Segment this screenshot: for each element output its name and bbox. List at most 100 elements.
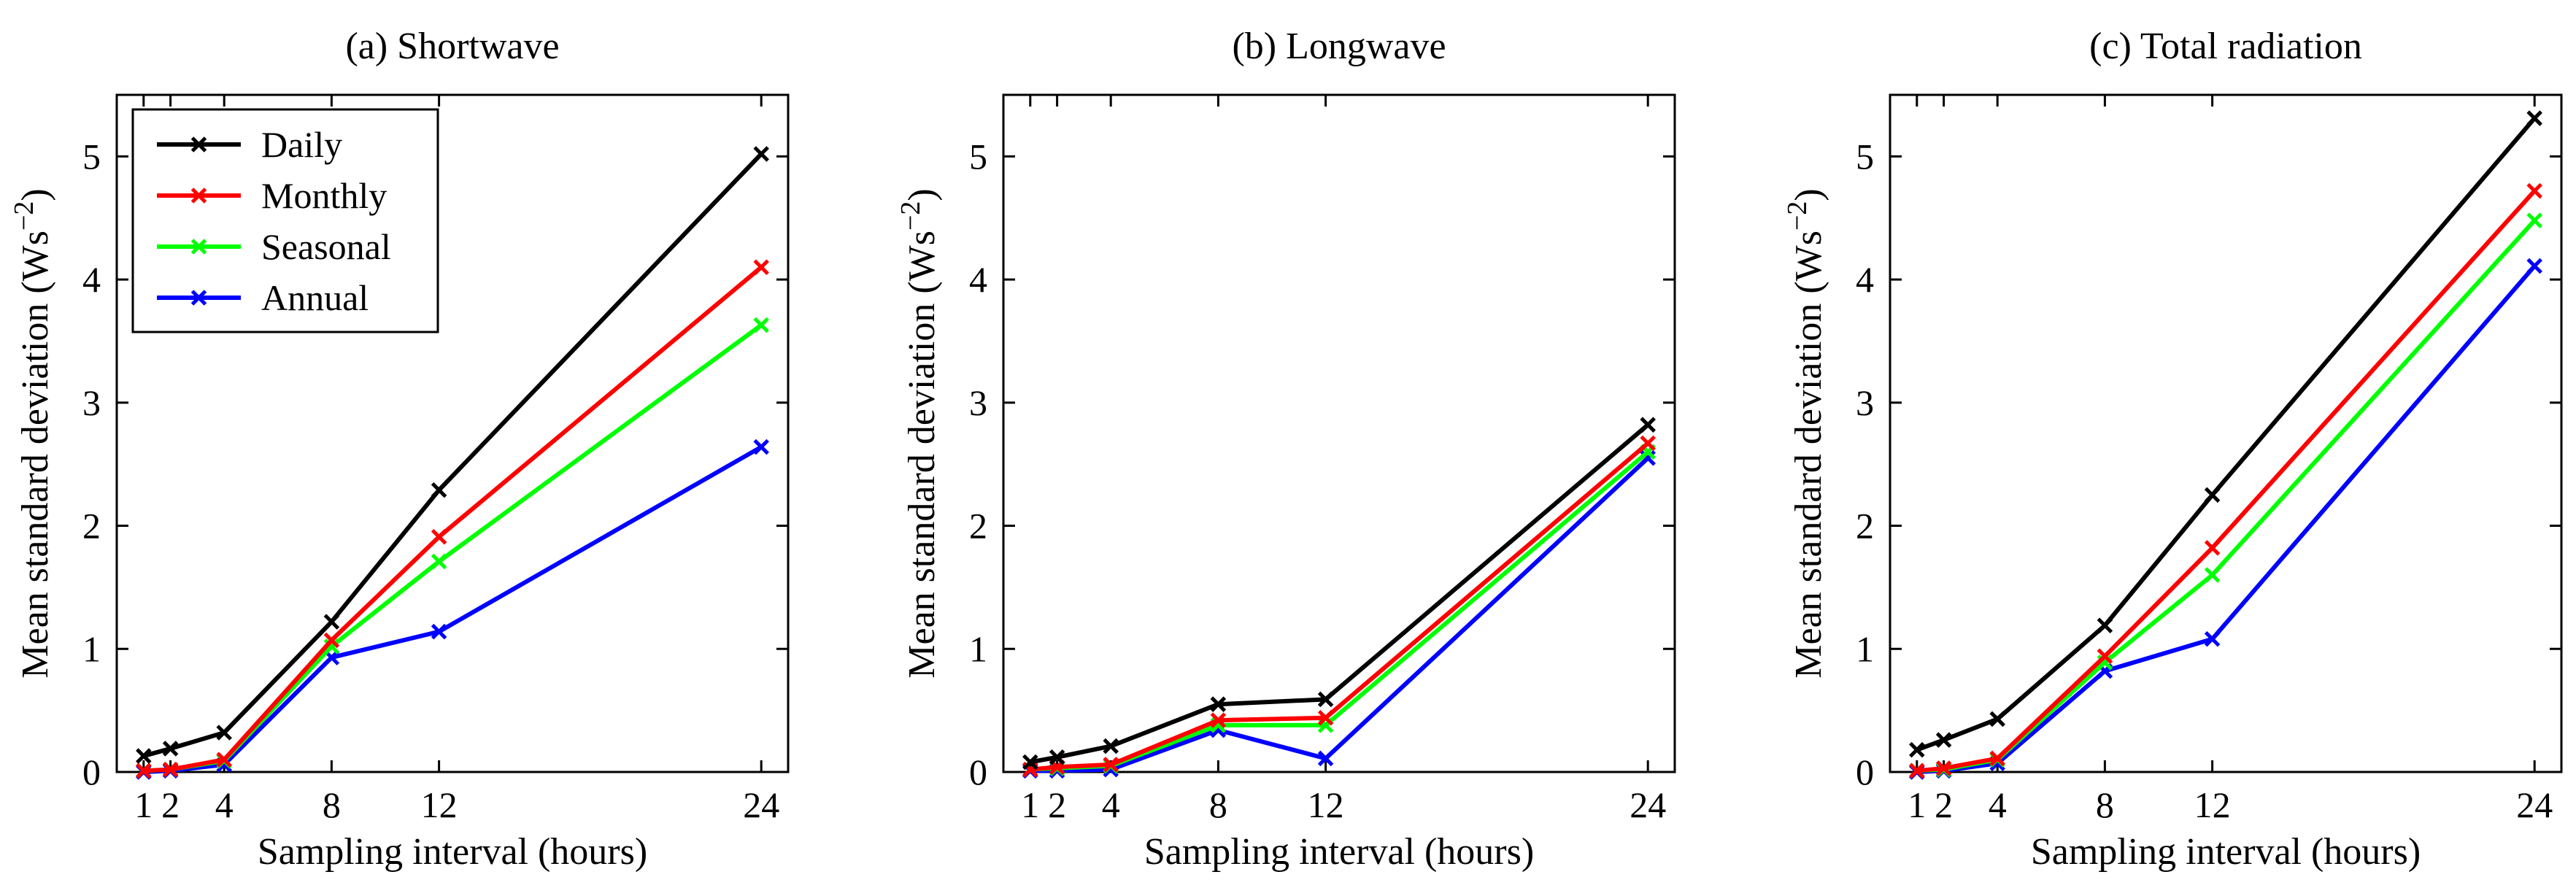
legend-label: Monthly bbox=[261, 175, 387, 216]
data-point-monthly bbox=[1989, 750, 2005, 767]
data-point-daily bbox=[162, 741, 179, 757]
y-tick-label: 5 bbox=[969, 136, 987, 177]
data-point-daily bbox=[2097, 617, 2113, 633]
data-point-daily bbox=[1210, 696, 1227, 712]
data-point-seasonal bbox=[2526, 212, 2542, 228]
y-axis-label-exponent: −2 bbox=[1782, 201, 1813, 231]
data-point-daily bbox=[1103, 738, 1119, 754]
x-tick-label: 24 bbox=[2516, 784, 2553, 825]
legend-label: Daily bbox=[261, 124, 342, 165]
legend-frame bbox=[131, 108, 439, 333]
data-point-seasonal bbox=[753, 317, 769, 333]
data-point-daily bbox=[1317, 691, 1334, 708]
y-tick-label: 4 bbox=[1856, 259, 1874, 300]
x-tick-label: 4 bbox=[1989, 784, 2007, 825]
y-tick-label: 5 bbox=[1856, 136, 1874, 177]
x-tick-label: 1 bbox=[134, 784, 153, 825]
chart-title: (c) Total radiation bbox=[2089, 26, 2362, 67]
data-point-monthly bbox=[136, 762, 152, 779]
series-line-seasonal bbox=[1916, 219, 2537, 773]
legend: Daily Monthly Seasonal Annual bbox=[131, 108, 439, 333]
data-point-monthly bbox=[753, 259, 769, 275]
data-point-monthly bbox=[1210, 712, 1227, 728]
data-point-monthly bbox=[1909, 762, 1925, 779]
series-line-daily bbox=[1030, 422, 1650, 765]
x-tick-label: 12 bbox=[421, 784, 458, 825]
x-tick-label: 2 bbox=[1935, 784, 1953, 825]
data-point-daily bbox=[2526, 110, 2542, 126]
data-point-monthly bbox=[1935, 760, 1952, 776]
legend-item-monthly: Monthly bbox=[157, 175, 387, 216]
data-point-annual bbox=[1317, 750, 1334, 767]
data-point-monthly bbox=[1103, 757, 1119, 773]
plot-area-frame bbox=[1002, 93, 1676, 773]
y-tick-label: 1 bbox=[1856, 628, 1874, 669]
series-line-daily bbox=[143, 152, 763, 758]
series-annual bbox=[1909, 258, 2542, 780]
y-tick-label: 3 bbox=[1856, 382, 1874, 423]
chart-title: (b) Longwave bbox=[1232, 26, 1446, 67]
x-axis-label: Sampling interval (hours) bbox=[1144, 831, 1534, 873]
legend-label: Annual bbox=[261, 277, 369, 318]
series-monthly bbox=[136, 259, 769, 779]
x-tick-label: 1 bbox=[1908, 784, 1926, 825]
series-daily bbox=[136, 146, 769, 764]
legend-item-annual: Annual bbox=[157, 277, 369, 318]
data-point-monthly bbox=[2204, 540, 2221, 556]
data-point-monthly bbox=[431, 528, 447, 545]
data-point-daily bbox=[753, 146, 769, 162]
x-tick-label: 24 bbox=[1630, 784, 1666, 825]
y-tick-label: 1 bbox=[82, 628, 101, 669]
series-line-daily bbox=[1916, 117, 2537, 752]
data-point-daily bbox=[1935, 732, 1952, 748]
legend-item-seasonal: Seasonal bbox=[157, 226, 391, 267]
data-point-daily bbox=[323, 614, 340, 630]
y-axis-label-main: Mean standard deviation (Ws bbox=[1788, 231, 1829, 679]
y-tick-label: 2 bbox=[1856, 506, 1874, 547]
x-tick-label: 12 bbox=[1308, 784, 1344, 825]
data-point-daily bbox=[216, 725, 232, 741]
series-seasonal bbox=[1909, 212, 2542, 779]
series-daily bbox=[1022, 417, 1656, 771]
y-axis-label: Mean standard deviation (Ws−2) bbox=[895, 188, 943, 678]
y-tick-label: 0 bbox=[1856, 752, 1874, 792]
y-tick-label: 4 bbox=[82, 259, 101, 300]
series-line-monthly bbox=[1916, 189, 2537, 773]
data-point-monthly bbox=[1317, 709, 1334, 726]
plot-area-frame bbox=[1889, 93, 2563, 773]
legend-swatch-marker bbox=[190, 239, 207, 255]
data-point-monthly bbox=[162, 761, 179, 778]
x-tick-label: 2 bbox=[161, 784, 180, 825]
y-axis-label-main: Mean standard deviation (Ws bbox=[901, 231, 943, 679]
y-tick-label: 3 bbox=[82, 382, 101, 423]
plot-area-frame bbox=[115, 93, 790, 773]
x-tick-label: 1 bbox=[1021, 784, 1039, 825]
data-point-monthly bbox=[2097, 648, 2113, 665]
data-point-daily bbox=[1909, 741, 1925, 758]
y-tick-label: 2 bbox=[82, 506, 101, 547]
y-axis-label-close: ) bbox=[15, 188, 56, 201]
data-point-daily bbox=[1989, 711, 2005, 727]
y-axis-label-main: Mean standard deviation (Ws bbox=[15, 231, 56, 679]
series-daily bbox=[1909, 110, 2542, 758]
y-axis-label-close: ) bbox=[901, 188, 943, 201]
data-point-daily bbox=[1022, 754, 1038, 771]
data-point-monthly bbox=[2526, 182, 2542, 199]
series-line-annual bbox=[1916, 264, 2537, 774]
data-point-daily bbox=[2204, 487, 2221, 503]
x-tick-label: 24 bbox=[743, 784, 779, 825]
y-axis-label: Mean standard deviation (Ws−2) bbox=[9, 188, 56, 678]
data-point-daily bbox=[431, 482, 447, 498]
y-axis-label-exponent: −2 bbox=[895, 201, 926, 231]
legend-swatch-marker bbox=[190, 136, 207, 152]
data-point-annual bbox=[2204, 631, 2221, 647]
series-line-seasonal bbox=[1030, 450, 1650, 772]
data-point-daily bbox=[1640, 417, 1656, 433]
y-axis-label: Mean standard deviation (Ws−2) bbox=[1782, 188, 1829, 678]
data-point-seasonal bbox=[431, 553, 447, 570]
y-tick-label: 2 bbox=[969, 506, 987, 547]
chart-title: (a) Shortwave bbox=[345, 26, 559, 67]
